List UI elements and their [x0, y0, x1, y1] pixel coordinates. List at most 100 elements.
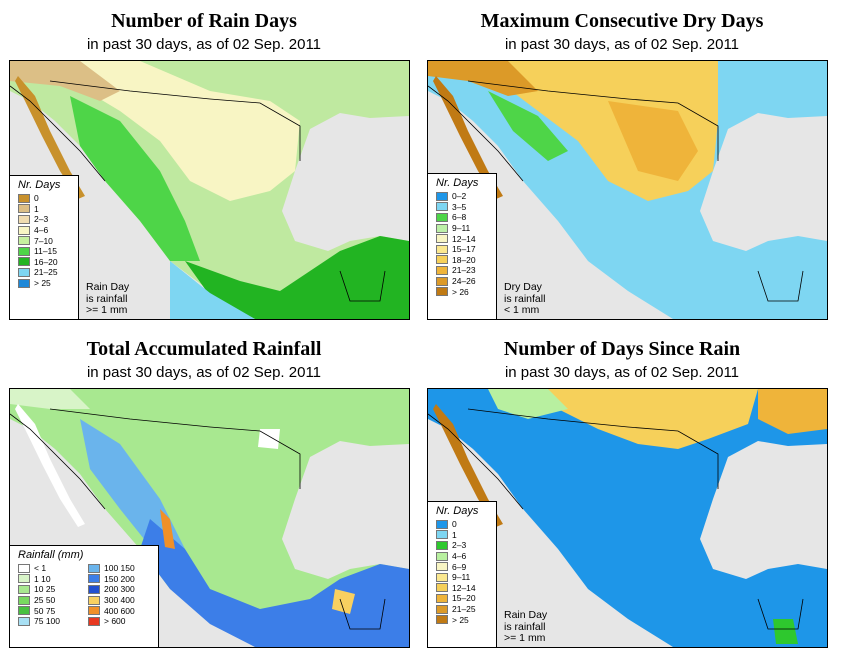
- legend-swatch: [18, 616, 30, 626]
- definition-note: Rain Day is rainfall >= 1 mm: [504, 609, 548, 645]
- legend-label: 18–20: [452, 254, 476, 265]
- legend-label: 400 600: [104, 605, 135, 616]
- legend-entry: 1 10: [10, 574, 80, 585]
- map-graphic: [10, 389, 409, 647]
- legend-swatch: [18, 574, 30, 584]
- legend-items: 0 1 2–3 4–6 6–9 9–11 12–14 15–20 21–25 > 25: [428, 519, 496, 625]
- legend-swatch: [436, 593, 448, 603]
- legend-label: 4–6: [452, 551, 467, 562]
- legend-swatch: [436, 223, 448, 233]
- legend-label: 75 100: [34, 616, 60, 627]
- legend-swatch: [88, 574, 100, 584]
- map-graphic: [428, 389, 827, 647]
- legend-entry: 300 400: [80, 595, 158, 606]
- legend-label: 12–14: [452, 233, 476, 244]
- legend-swatch: [88, 606, 100, 616]
- panel-title: Number of Rain Days: [111, 10, 297, 32]
- legend-dry-days: Nr. Days 0–2 3–5 6–8 9–11 12–14 15–17 18–20 21–…: [428, 173, 497, 319]
- legend-entry: 150 200: [80, 574, 158, 585]
- legend-label: 10 25: [34, 584, 56, 595]
- legend-swatch: [436, 276, 448, 286]
- legend-label: 6–8: [452, 212, 467, 223]
- legend-entry: 21–25: [10, 267, 78, 278]
- legend-title: Nr. Days: [436, 177, 479, 189]
- legend-label: 0–2: [452, 191, 467, 202]
- legend-label: 9–11: [452, 223, 471, 234]
- legend-swatch: [436, 265, 448, 275]
- legend-swatch: [436, 604, 448, 614]
- legend-entry: 400 600: [80, 605, 158, 616]
- panel-subtitle: in past 30 days, as of 02 Sep. 2011: [86, 36, 322, 53]
- legend-label: < 1: [34, 563, 47, 574]
- note-line: Rain Day: [504, 609, 548, 621]
- panel-dry-days: Maximum Consecutive Dry Days in past 30 …: [420, 10, 828, 320]
- legend-label: 1: [34, 203, 39, 214]
- panel-days-since-rain: Number of Days Since Rain in past 30 day…: [420, 338, 828, 648]
- legend-swatch: [436, 244, 448, 254]
- note-line: Dry Day: [504, 281, 542, 293]
- note-line: >= 1 mm: [504, 632, 546, 644]
- legend-entry: 1: [428, 530, 496, 541]
- legend-label: 12–14: [452, 582, 476, 593]
- legend-label: 1: [452, 529, 457, 540]
- legend-entry: 25 50: [10, 595, 80, 606]
- legend-swatch: [18, 584, 30, 594]
- legend-swatch: [18, 595, 30, 605]
- legend-entry: 2–3: [10, 214, 78, 225]
- legend-swatch: [436, 551, 448, 561]
- legend-swatch: [436, 530, 448, 540]
- legend-label: 24–26: [452, 276, 476, 287]
- note-line: < 1 mm: [504, 304, 540, 316]
- legend-swatch: [436, 572, 448, 582]
- legend-entry: 0: [428, 519, 496, 530]
- legend-entry: 0–2: [428, 191, 496, 202]
- legend-swatch: [18, 236, 30, 246]
- legend-label: 2–3: [34, 214, 49, 225]
- legend-swatch: [18, 257, 30, 267]
- note-line: is rainfall: [86, 292, 128, 305]
- legend-entry: 16–20: [10, 257, 78, 268]
- legend-label: > 25: [34, 278, 51, 289]
- legend-entry: 200 300: [80, 584, 158, 595]
- legend-entry: 9–11: [428, 223, 496, 234]
- legend-entry: 75 100: [10, 616, 80, 627]
- legend-swatch: [18, 204, 30, 214]
- legend-label: 200 300: [104, 584, 135, 595]
- note-line: >= 1 mm: [86, 304, 128, 316]
- legend-entry: 15–17: [428, 244, 496, 255]
- legend-entry: 9–11: [428, 572, 496, 583]
- legend-entry: < 1: [10, 563, 80, 574]
- panel-subtitle: in past 30 days, as of 02 Sep. 2011: [86, 364, 322, 381]
- legend-swatch: [436, 540, 448, 550]
- legend-label: 4–6: [34, 225, 49, 236]
- legend-entry: > 26: [428, 286, 496, 297]
- legend-entry: 6–9: [428, 561, 496, 572]
- map-dry-days: Nr. Days 0–2 3–5 6–8 9–11 12–14 15–17 18–20 21–…: [427, 60, 828, 320]
- legend-swatch: [88, 563, 100, 573]
- legend-title: Nr. Days: [18, 179, 61, 191]
- legend-label: 16–20: [34, 256, 58, 267]
- legend-entry: 0: [10, 193, 78, 204]
- legend-entry: 15–20: [428, 593, 496, 604]
- legend-label: 100 150: [104, 563, 135, 574]
- legend-label: 6–9: [452, 561, 467, 572]
- legend-entry: 2–3: [428, 540, 496, 551]
- legend-label: 25 50: [34, 595, 56, 606]
- map-days-since-rain: Nr. Days 0 1 2–3 4–6 6–9 9–11 12–14 15–20 21–25 >…: [427, 388, 828, 648]
- legend-label: 50 75: [34, 605, 56, 616]
- legend-swatch: [436, 287, 448, 297]
- legend-entry: 7–10: [10, 235, 78, 246]
- definition-note: Rain Day is rainfall >= 1 mm: [86, 281, 129, 317]
- panel-title: Number of Days Since Rain: [503, 338, 741, 360]
- legend-swatch: [88, 584, 100, 594]
- legend-entry: 21–23: [428, 265, 496, 276]
- panel-title: Total Accumulated Rainfall: [86, 338, 322, 360]
- legend-label: 21–25: [452, 604, 476, 615]
- legend-entry: 10 25: [10, 584, 80, 595]
- legend-swatch: [88, 595, 100, 605]
- legend-label: 21–25: [34, 267, 58, 278]
- legend-swatch: [436, 583, 448, 593]
